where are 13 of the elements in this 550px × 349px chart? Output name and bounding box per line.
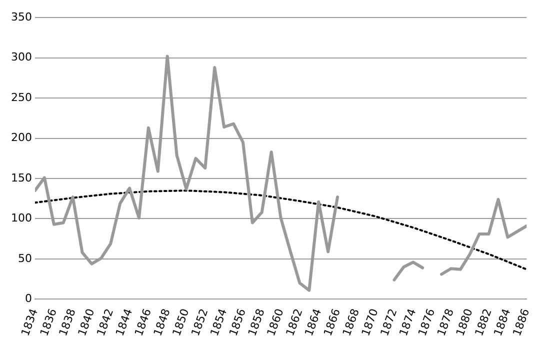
y-tick-label: 250	[10, 90, 32, 104]
y-tick-label: 200	[10, 131, 32, 144]
y-tick-label: 100	[10, 212, 32, 225]
x-tick-label: 1858	[246, 306, 268, 338]
x-tick-label: 1834	[18, 306, 40, 338]
y-tick-label: 0	[24, 292, 32, 306]
line-series	[34, 190, 527, 270]
x-tick-label: 1836	[38, 306, 60, 338]
x-tick-label: 1880	[454, 306, 476, 338]
y-tick-label: 300	[10, 50, 32, 64]
y-tick-label: 150	[10, 171, 32, 184]
y-tick-label: 350	[10, 10, 32, 24]
y-tick-label: 50	[18, 252, 32, 265]
